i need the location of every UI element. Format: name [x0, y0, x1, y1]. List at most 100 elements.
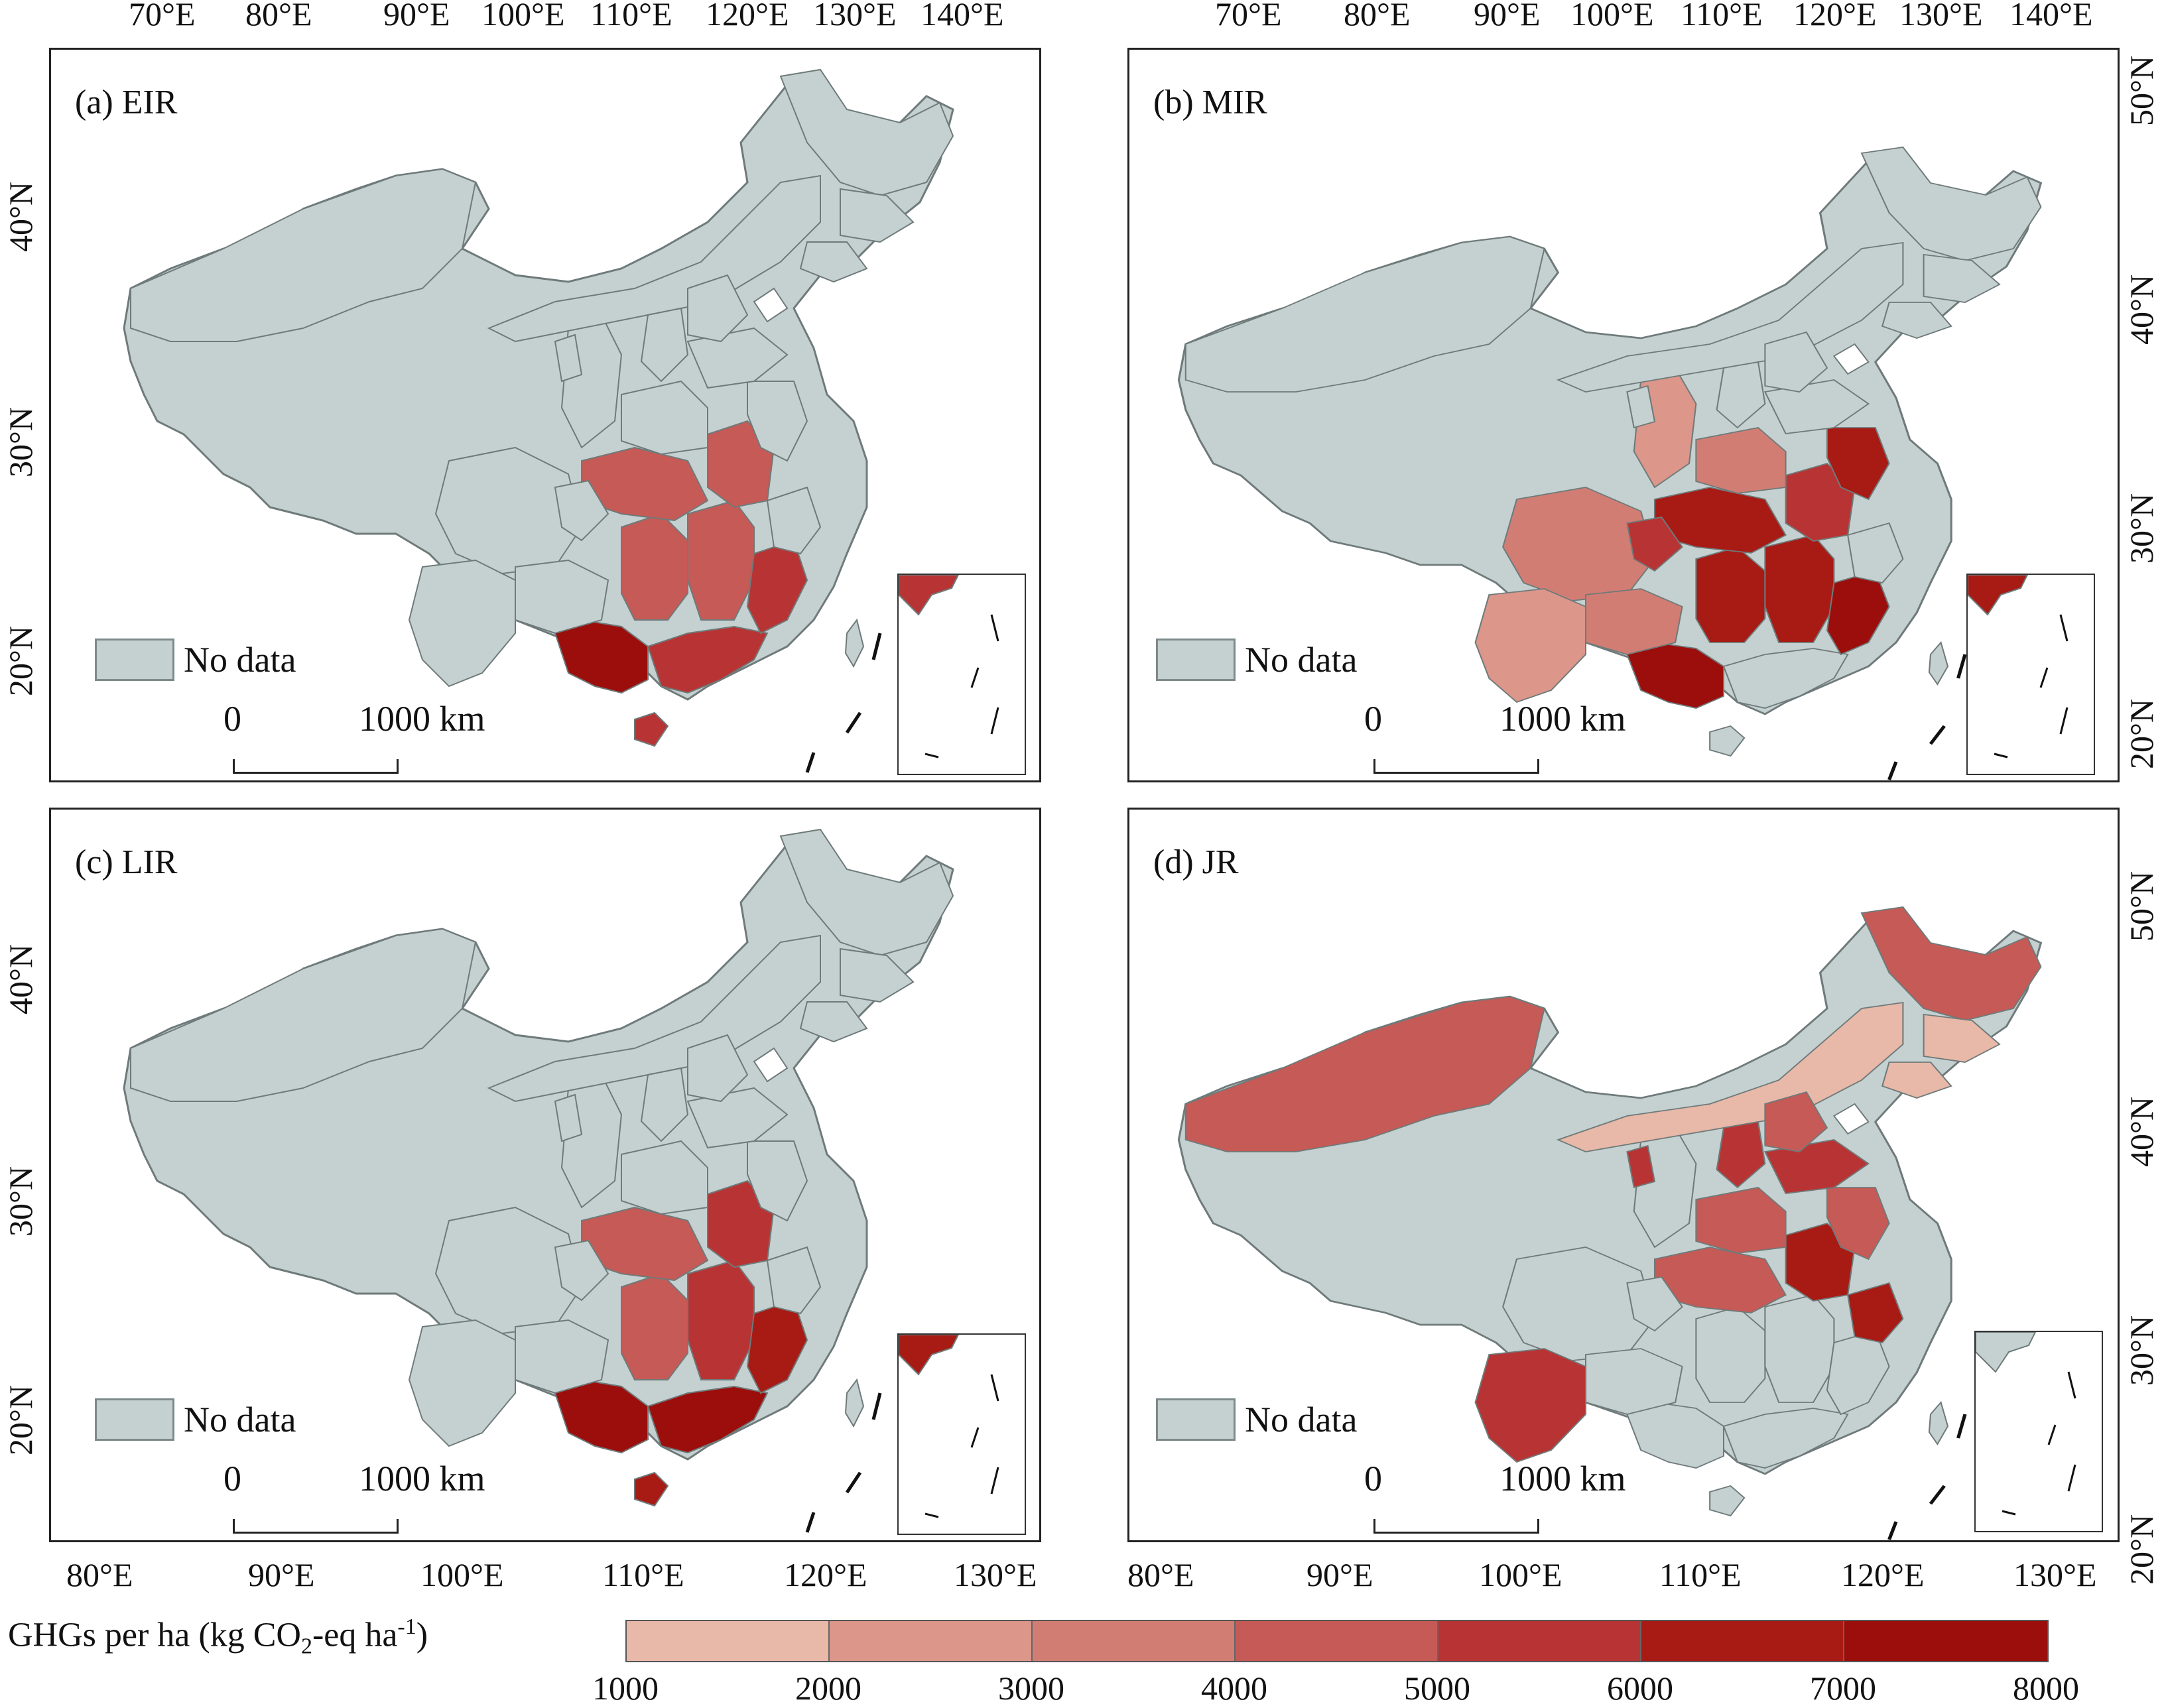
province-jilin	[840, 947, 915, 1003]
panel-lir: (c) LIR No data 0 1000 km	[49, 808, 1041, 1542]
province-zhejiang	[1847, 522, 1904, 584]
province-chongqing	[1626, 1276, 1683, 1332]
province-ningxia	[554, 1093, 583, 1142]
legend-title-sup: -1	[397, 1615, 416, 1639]
province-taiwan	[1928, 640, 1949, 686]
province-hunan	[1695, 546, 1766, 643]
inset-map	[899, 1335, 999, 1518]
lat-tick: 50°N	[2123, 871, 2160, 942]
panel-eir: (a) EIR No data 0 1000 km	[49, 48, 1041, 782]
province-shanxi	[1716, 361, 1766, 429]
inset-boundary-dash	[2067, 1371, 2076, 1399]
province-zhejiang	[766, 1246, 822, 1315]
province-guangdong	[1722, 648, 1849, 709]
nodata-legend: No data	[1156, 1398, 1357, 1441]
legend-title: GHGs per ha (kg CO2-eq ha-1)	[8, 1615, 428, 1660]
province-liaoning	[1881, 1062, 1952, 1099]
province-xinjiang	[1184, 996, 1545, 1152]
boundary-dash	[845, 1471, 862, 1494]
province-shandong	[1763, 379, 1870, 434]
province-chongqing	[554, 1239, 609, 1302]
inset-map	[1976, 1332, 2076, 1516]
province-taiwan	[844, 618, 865, 668]
scale-label: 1000 km	[1499, 699, 1626, 739]
province-shandong	[686, 327, 789, 389]
scale-label: 1000 km	[359, 699, 485, 739]
inset-boundary-dash	[990, 1374, 999, 1402]
inset-boundary-dash	[2039, 667, 2049, 688]
lon-tick: 90°E	[383, 0, 450, 32]
province-yunnan	[408, 559, 516, 688]
map-mir	[1177, 147, 2043, 780]
province-hainan	[634, 1471, 669, 1507]
boundary-dash	[805, 1512, 816, 1533]
boundary-dash	[805, 752, 816, 773]
legend-tick: 8000	[2013, 1670, 2079, 1707]
province-shanxi	[640, 1067, 689, 1142]
nodata-label: No data	[1245, 640, 1358, 680]
legend-bin	[1033, 1621, 1236, 1661]
province-jilin	[840, 188, 915, 243]
scale-line	[1373, 759, 1539, 774]
lat-tick: 20°N	[2, 1384, 39, 1455]
nodata-legend: No data	[1156, 639, 1357, 681]
province-hebei	[1764, 331, 1828, 393]
lon-tick: 120°E	[706, 0, 789, 32]
lon-tick: 140°E	[2009, 0, 2093, 32]
inset-boundary-dash	[2067, 1464, 2076, 1492]
legend-bin	[1236, 1621, 1438, 1661]
panel-jr: (d) JR No data 0 1000 km	[1127, 808, 2120, 1542]
lon-tick: 90°E	[1474, 0, 1541, 32]
lon-tick: 130°E	[1899, 0, 1983, 32]
scale-label: 1000 km	[359, 1459, 485, 1498]
nodata-legend: No data	[95, 639, 296, 681]
lon-tick: 80°E	[66, 1556, 133, 1593]
province-yunnan	[408, 1319, 516, 1447]
province-jiangsu	[747, 1140, 808, 1222]
lat-tick: 40°N	[2123, 274, 2160, 345]
province-neimenggu	[1556, 241, 1904, 393]
nodata-label: No data	[184, 1400, 296, 1439]
nodata-swatch	[95, 639, 174, 681]
province-shanxi	[640, 307, 689, 383]
province-zhejiang	[766, 486, 822, 555]
map-jr	[1177, 906, 2043, 1540]
province-anhui	[1785, 462, 1856, 542]
province-shanxi	[1716, 1121, 1766, 1189]
legend-bin	[1844, 1621, 2047, 1661]
lat-tick: 20°N	[2, 625, 39, 696]
lon-tick: 70°E	[129, 0, 196, 32]
lon-tick: 110°E	[1659, 1556, 1742, 1593]
inset-boundary-dash	[2059, 707, 2069, 735]
province-liaoning	[1881, 302, 1952, 339]
panel-mir: (b) MIR No data 0 1000 km	[1127, 48, 2120, 782]
lat-tick: 40°N	[2, 181, 39, 252]
panel-title: (d) JR	[1153, 843, 1239, 881]
bohai-sea	[1832, 343, 1870, 375]
nodata-label: No data	[1245, 1400, 1358, 1439]
lon-tick: 80°E	[1127, 1556, 1194, 1593]
province-heilongjiang	[779, 828, 954, 957]
province-guangdong	[647, 1385, 769, 1454]
province-jiangsu	[1826, 427, 1890, 501]
scale-zero: 0	[223, 1459, 241, 1498]
province-hainan	[1709, 725, 1746, 757]
lon-tick: 110°E	[590, 0, 672, 32]
province-ningxia	[554, 334, 583, 383]
lon-tick: 120°E	[1793, 0, 1877, 32]
legend-tick: 2000	[795, 1670, 861, 1707]
south-china-sea-inset	[1974, 1331, 2103, 1532]
scale-zero: 0	[1364, 699, 1382, 739]
south-china-sea-inset	[897, 1333, 1026, 1535]
province-jilin	[1923, 1013, 2001, 1063]
province-hunan	[621, 1272, 688, 1380]
lat-tick: 40°N	[2, 944, 39, 1014]
legend-title-text: GHGs per ha (kg CO	[8, 1616, 301, 1654]
province-jilin	[1923, 253, 2001, 303]
inset-boundary-dash	[2059, 614, 2069, 642]
lon-tick: 100°E	[481, 0, 565, 32]
province-jiangsu	[747, 381, 808, 462]
lon-tick: 80°E	[1344, 0, 1411, 32]
legend-title-text: )	[416, 1616, 428, 1654]
inset-land	[899, 575, 960, 616]
